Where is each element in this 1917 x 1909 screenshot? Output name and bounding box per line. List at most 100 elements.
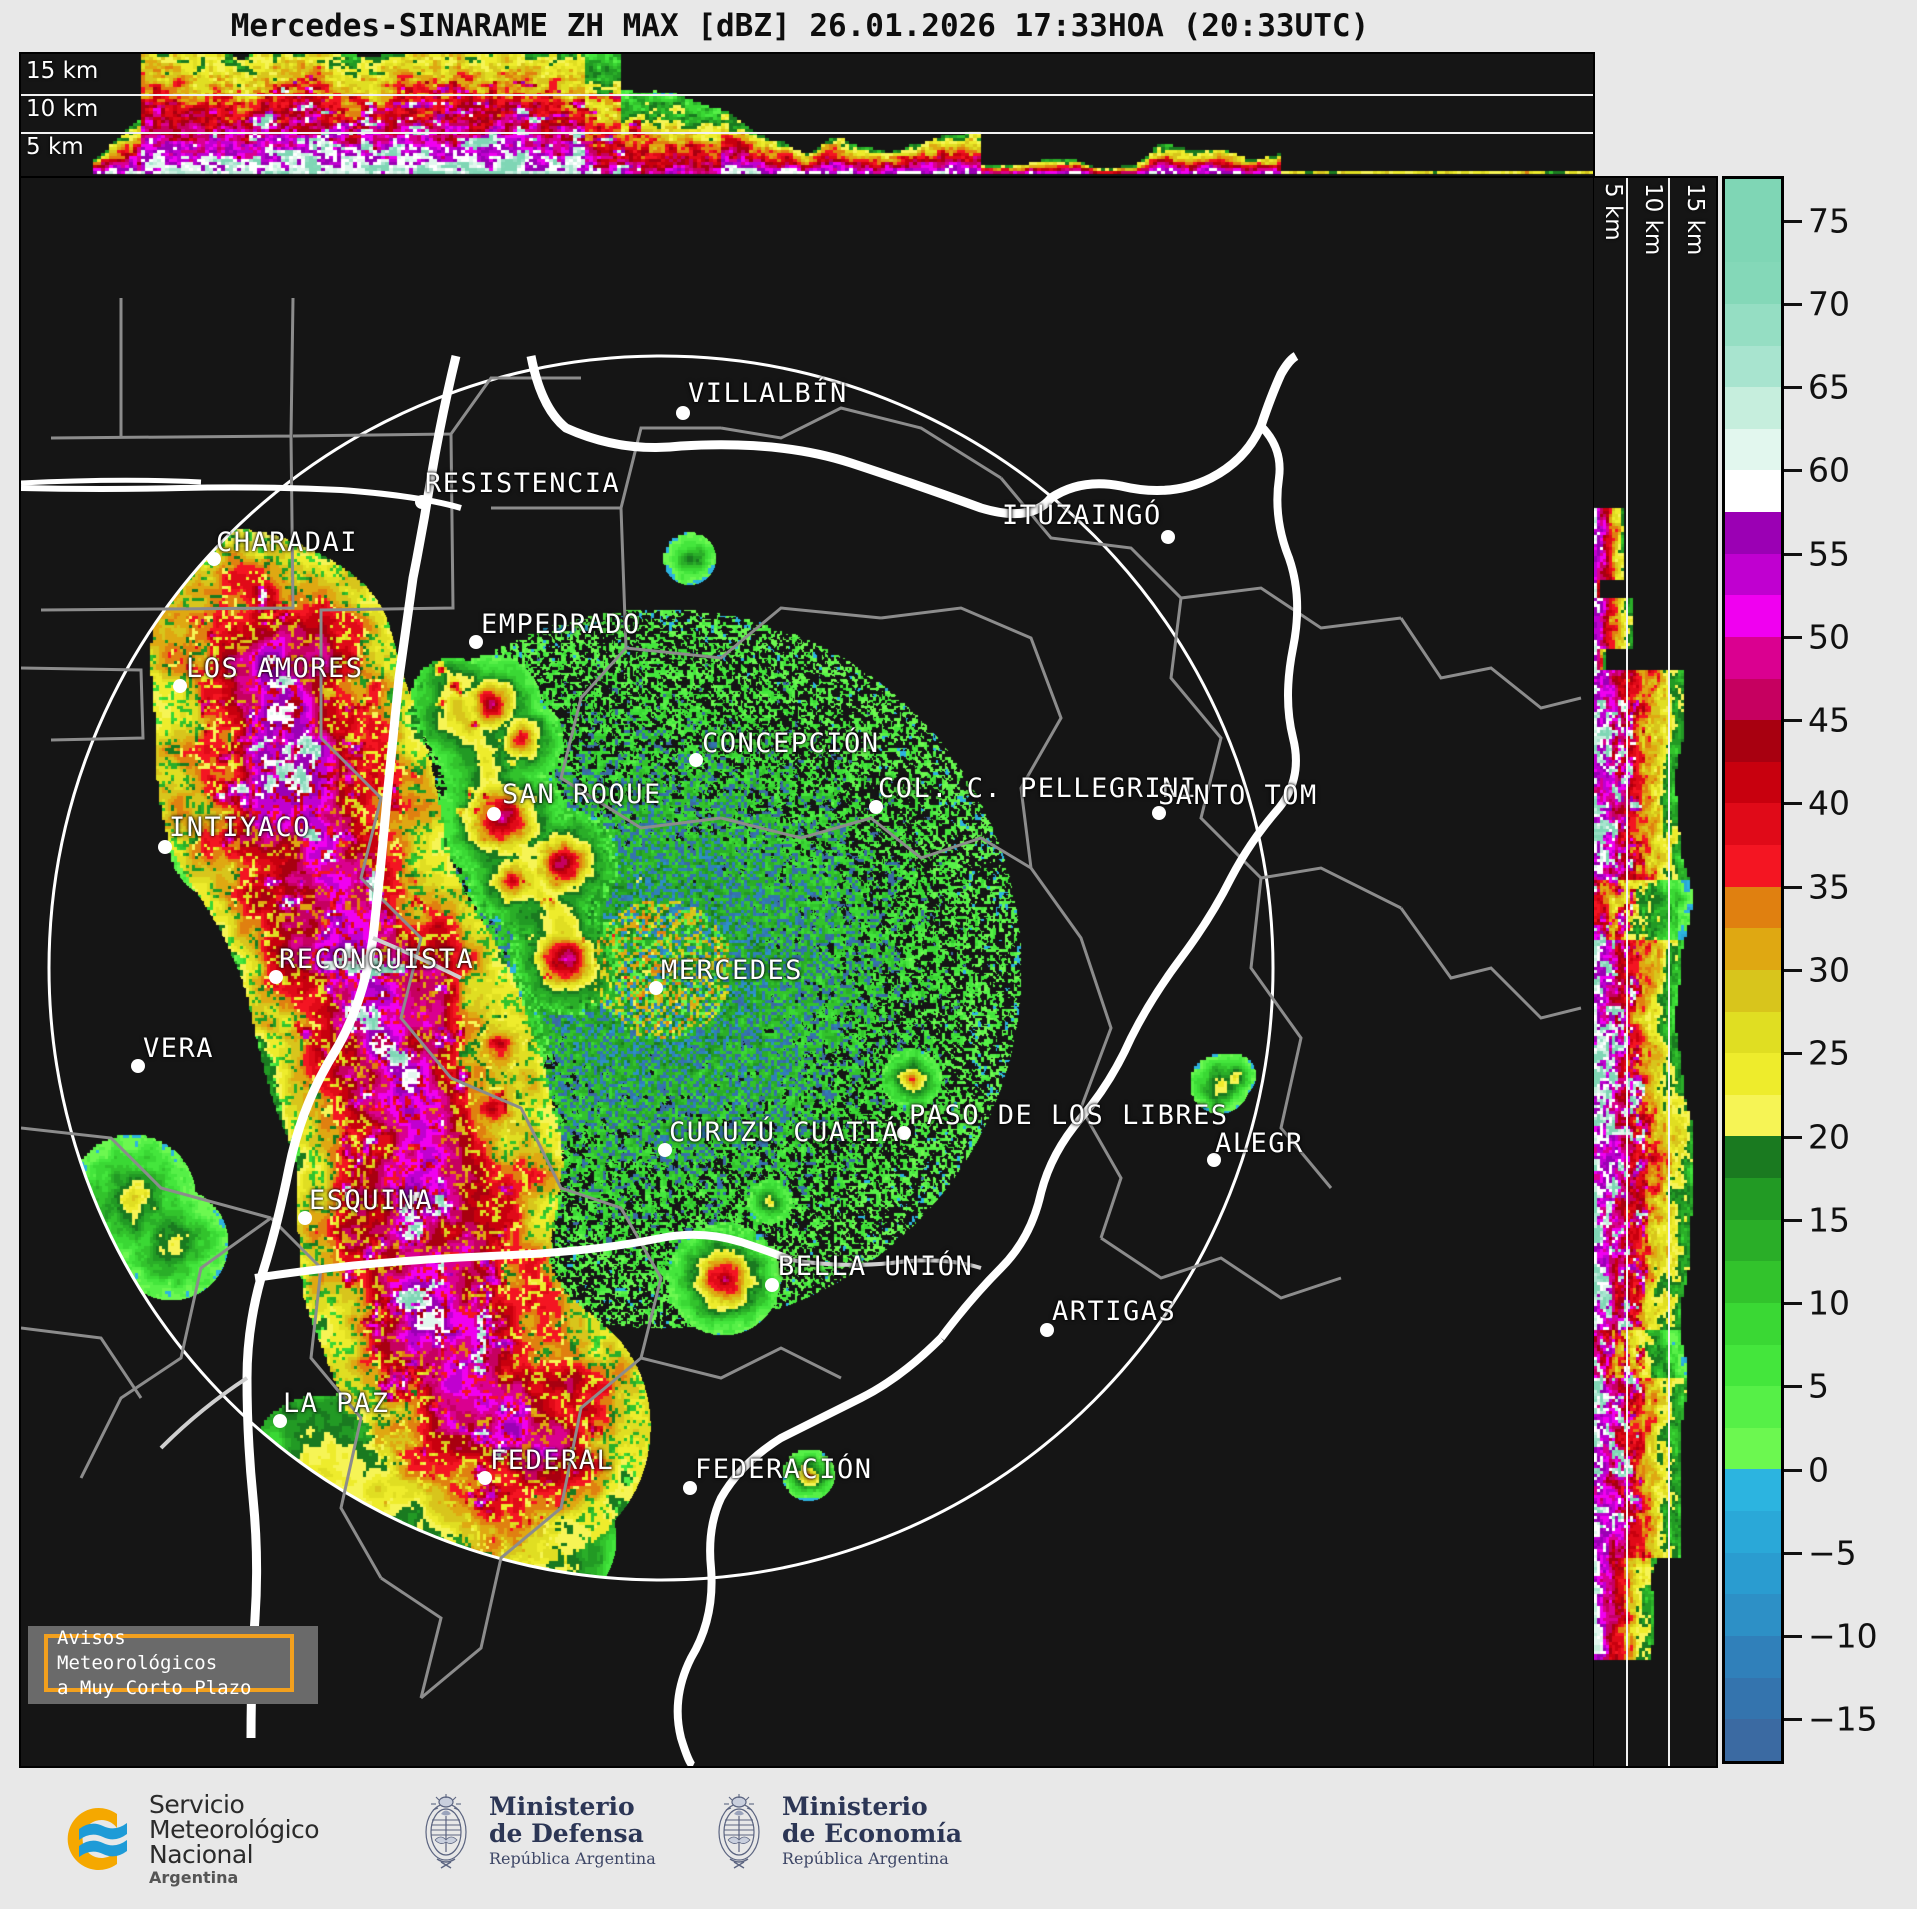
colorbar-tick-label: 70 [1808, 284, 1850, 324]
economia-line-3: República Argentina [782, 1849, 949, 1869]
colorbar-tick-label: −5 [1808, 1533, 1857, 1573]
colorbar [1722, 176, 1784, 1764]
province-border [720, 816, 1032, 870]
colorbar-segment [1725, 1344, 1781, 1387]
city-label: ESQUINA [309, 1185, 434, 1216]
colorbar-segment [1725, 345, 1781, 388]
province-border [40, 297, 295, 612]
colorbar-segment [1725, 1136, 1781, 1178]
range-ring [47, 354, 1275, 1582]
city-label: ARTIGAS [1052, 1296, 1177, 1327]
colorbar-segment [1725, 1219, 1781, 1262]
vgridline-5km [1626, 178, 1628, 1766]
colorbar-segment [1725, 1261, 1781, 1303]
colorbar-tick [1784, 1551, 1802, 1555]
colorbar-tick-label: 40 [1808, 783, 1850, 823]
colorbar-tick-label: 60 [1808, 450, 1850, 490]
river-bermejo [21, 484, 462, 511]
province-border [491, 426, 721, 510]
colorbar-tick-label: 65 [1808, 367, 1850, 407]
province-border [1169, 597, 1402, 910]
colorbar-tick-label: 75 [1808, 201, 1850, 241]
province-border [420, 1356, 642, 1700]
colorbar-segment [1725, 262, 1781, 304]
defensa-line-3: República Argentina [489, 1849, 656, 1869]
colorbar-segment [1725, 512, 1781, 554]
warning-box-backdrop: Avisos Meteorológicos a Muy Corto Plazo [28, 1626, 318, 1704]
colorbar-tick-label: 25 [1808, 1033, 1850, 1073]
colorbar-tick [1784, 219, 1802, 223]
colorbar-segment [1725, 1594, 1781, 1636]
river-uruguay [937, 423, 1302, 1341]
city-marker-dot [649, 981, 663, 995]
warning-box[interactable]: Avisos Meteorológicos a Muy Corto Plazo [44, 1627, 294, 1699]
colorbar-segment [1725, 1178, 1781, 1220]
logo-smn: Servicio Meteorológico Nacional Argentin… [55, 1790, 320, 1886]
colorbar-tick-label: 55 [1808, 534, 1850, 574]
warning-line-2: a Muy Corto Plazo [57, 1676, 252, 1699]
height-label-v-15km: 15 km [1682, 183, 1708, 256]
city-label: EMPEDRADO [481, 609, 641, 640]
city-marker-dot [683, 1481, 697, 1495]
city-marker-dot [1161, 530, 1175, 544]
city-marker-dot [765, 1278, 779, 1292]
colorbar-tick [1784, 969, 1802, 972]
economia-line-2: de Economía [782, 1818, 963, 1848]
province-border [1029, 867, 1123, 1239]
city-label: ITUZAINGÓ [1002, 500, 1162, 531]
colorbar-tick-label: 50 [1808, 617, 1850, 657]
colorbar-segment [1725, 928, 1781, 970]
colorbar-segment [1725, 1469, 1781, 1511]
argentina-coat-of-arms-icon [425, 1794, 467, 1869]
city-marker-dot [689, 753, 703, 767]
colorbar-segment [1725, 220, 1781, 263]
city-label: LA PAZ [283, 1388, 390, 1419]
province-border [79, 1216, 272, 1479]
colorbar-segment [1725, 1635, 1781, 1678]
colorbar-tick [1784, 1135, 1802, 1139]
smn-line-1: Servicio [149, 1790, 245, 1819]
province-border [880, 606, 1063, 869]
colorbar-segment [1725, 636, 1781, 679]
city-marker-dot [158, 840, 172, 854]
defensa-line-2: de Defensa [489, 1818, 644, 1848]
river-parana-main [242, 354, 461, 1739]
gridline-10km [21, 94, 1593, 96]
height-label-10km: 10 km [26, 96, 99, 122]
city-marker-dot [478, 1471, 492, 1485]
province-border [21, 1326, 143, 1399]
city-label: RECONQUISTA [279, 944, 475, 975]
river-uruguay-lower [673, 1335, 944, 1766]
river-parana-upper [526, 352, 1299, 519]
colorbar-tick-label: 35 [1808, 867, 1850, 907]
colorbar-tick-label: 45 [1808, 700, 1850, 740]
city-label: SAN ROQUE [502, 779, 662, 810]
province-border [1249, 877, 1333, 1189]
colorbar-segment [1725, 1552, 1781, 1595]
city-marker-dot [1207, 1153, 1221, 1167]
province-border [640, 1346, 842, 1380]
province-border [619, 507, 882, 660]
smn-line-3: Nacional [149, 1840, 254, 1869]
radar-map-panel[interactable]: VILLALBÍN RESISTENCIA CHARADAI ITUZAINGÓ EMP… [19, 176, 1595, 1768]
colorbar-segment [1725, 595, 1781, 637]
city-marker-dot [1152, 806, 1166, 820]
colorbar-segment [1725, 1719, 1781, 1761]
colorbar-tick-label: −15 [1808, 1699, 1878, 1739]
city-label: CONCEPCIÓN [702, 728, 880, 759]
colorbar-tick-label: 15 [1808, 1200, 1850, 1240]
city-label: SANTO TOM [1158, 780, 1318, 811]
colorbar-segment [1725, 1011, 1781, 1054]
colorbar-segment [1725, 179, 1781, 221]
colorbar-tick [1784, 719, 1802, 723]
argentina-coat-of-arms-icon [718, 1794, 760, 1869]
colorbar-tick [1784, 552, 1802, 556]
colorbar-segment [1725, 303, 1781, 346]
colorbar-segment [1725, 886, 1781, 929]
defensa-line-1: Ministerio [489, 1792, 635, 1822]
province-border [450, 1076, 663, 1359]
radar-echo-canvas [21, 178, 1593, 1766]
colorbar-tick-label: 10 [1808, 1283, 1850, 1323]
top-cross-section-panel: 15 km 10 km 5 km [19, 52, 1595, 178]
colorbar-tick-label: −10 [1808, 1616, 1878, 1656]
